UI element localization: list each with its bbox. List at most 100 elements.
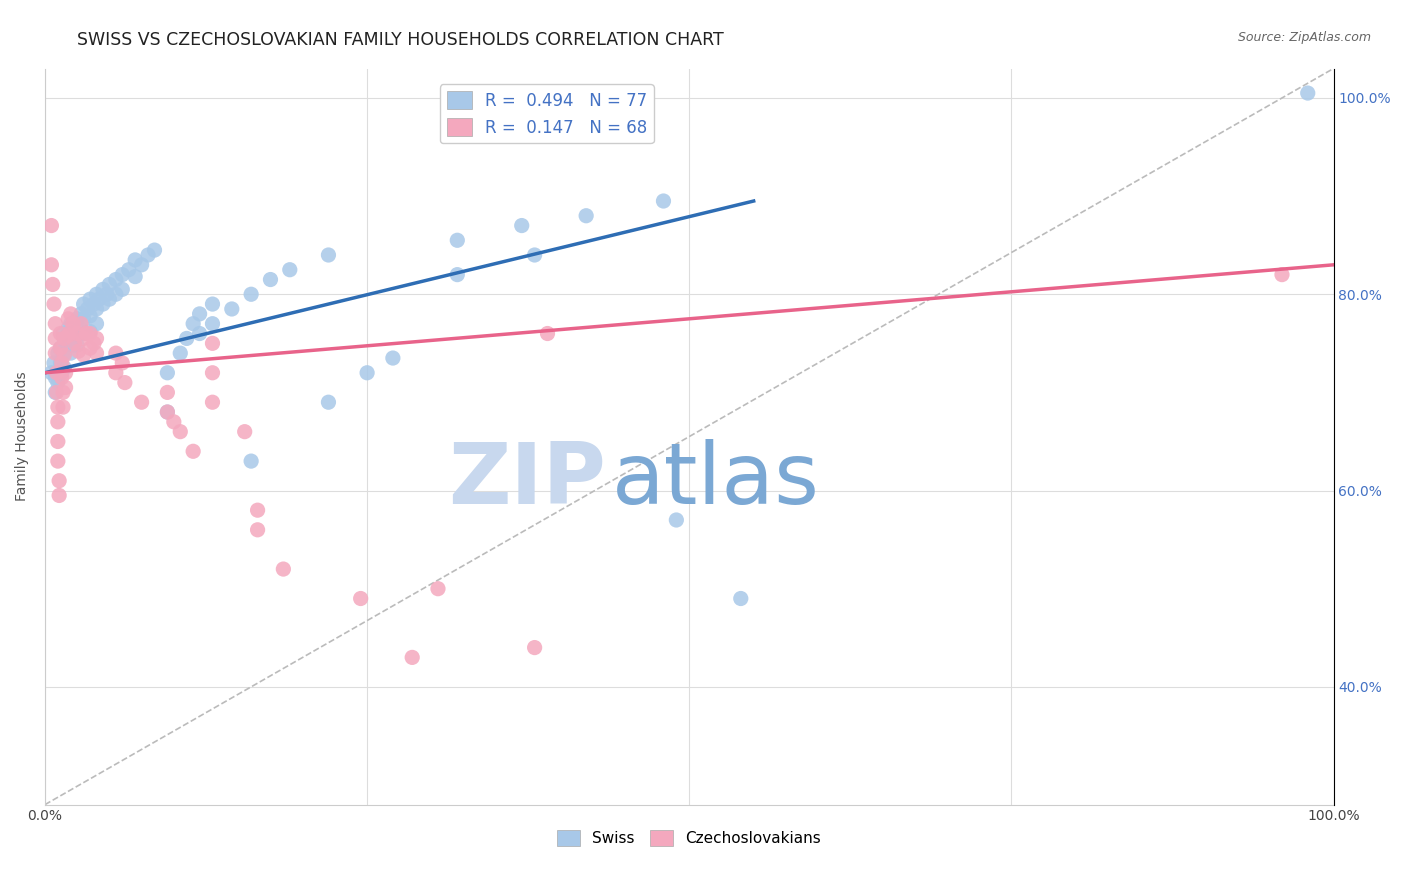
Point [156, 385, 179, 400]
Point [273, 562, 295, 576]
Point [86, 301, 108, 316]
Point [96, 287, 118, 301]
Point [53, 346, 76, 360]
Point [240, 287, 263, 301]
Point [45, 385, 67, 400]
Point [53, 331, 76, 345]
Point [49, 341, 72, 355]
Point [44, 370, 66, 384]
Point [59, 307, 82, 321]
Point [49, 341, 72, 355]
Point [356, 366, 378, 380]
Point [72, 297, 94, 311]
Point [98, 277, 121, 292]
Point [118, 262, 141, 277]
Point [66, 311, 89, 326]
Point [124, 252, 146, 267]
Point [318, 395, 340, 409]
Point [169, 346, 191, 360]
Point [201, 317, 224, 331]
Point [72, 326, 94, 341]
Y-axis label: Family Households: Family Households [15, 372, 30, 501]
Point [76, 301, 98, 316]
Point [427, 582, 450, 596]
Point [52, 326, 75, 341]
Point [51, 356, 73, 370]
Point [188, 307, 211, 321]
Point [98, 292, 121, 306]
Point [730, 591, 752, 606]
Point [63, 336, 86, 351]
Point [240, 454, 263, 468]
Point [66, 338, 89, 352]
Point [91, 282, 114, 296]
Point [104, 272, 127, 286]
Point [49, 356, 72, 370]
Point [46, 400, 69, 414]
Point [46, 366, 69, 380]
Point [401, 650, 423, 665]
Point [124, 269, 146, 284]
Point [66, 326, 89, 341]
Point [1271, 268, 1294, 282]
Point [201, 336, 224, 351]
Point [52, 400, 75, 414]
Point [44, 317, 66, 331]
Point [104, 346, 127, 360]
Point [62, 317, 84, 331]
Point [56, 311, 79, 326]
Point [72, 311, 94, 326]
Point [41, 258, 63, 272]
Point [41, 366, 63, 380]
Point [42, 297, 65, 311]
Point [48, 488, 70, 502]
Point [201, 395, 224, 409]
Point [665, 513, 688, 527]
Point [79, 292, 101, 306]
Point [59, 317, 82, 331]
Point [45, 366, 67, 380]
Point [87, 292, 110, 306]
Text: SWISS VS CZECHOSLOVAKIAN FAMILY HOUSEHOLDS CORRELATION CHART: SWISS VS CZECHOSLOVAKIAN FAMILY HOUSEHOL… [77, 31, 724, 49]
Point [510, 219, 533, 233]
Point [62, 326, 84, 341]
Point [111, 282, 134, 296]
Point [86, 346, 108, 360]
Point [446, 268, 468, 282]
Point [44, 331, 66, 345]
Point [201, 366, 224, 380]
Point [131, 258, 153, 272]
Point [53, 348, 76, 362]
Point [51, 370, 73, 384]
Point [181, 444, 204, 458]
Point [79, 341, 101, 355]
Point [446, 233, 468, 247]
Point [246, 503, 269, 517]
Point [111, 356, 134, 370]
Point [652, 194, 675, 208]
Point [62, 338, 84, 352]
Point [79, 326, 101, 341]
Point [79, 309, 101, 323]
Point [86, 287, 108, 301]
Legend: R =  0.494   N = 77, R =  0.147   N = 68: R = 0.494 N = 77, R = 0.147 N = 68 [440, 84, 654, 144]
Point [131, 395, 153, 409]
Point [48, 474, 70, 488]
Point [86, 317, 108, 331]
Point [51, 366, 73, 380]
Point [156, 405, 179, 419]
Point [79, 325, 101, 339]
Point [55, 336, 77, 351]
Point [233, 425, 256, 439]
Point [86, 331, 108, 345]
Point [52, 385, 75, 400]
Point [259, 272, 281, 286]
Point [1296, 86, 1319, 100]
Point [246, 523, 269, 537]
Point [56, 321, 79, 335]
Point [188, 326, 211, 341]
Point [201, 297, 224, 311]
Point [56, 328, 79, 343]
Point [66, 326, 89, 341]
Point [181, 317, 204, 331]
